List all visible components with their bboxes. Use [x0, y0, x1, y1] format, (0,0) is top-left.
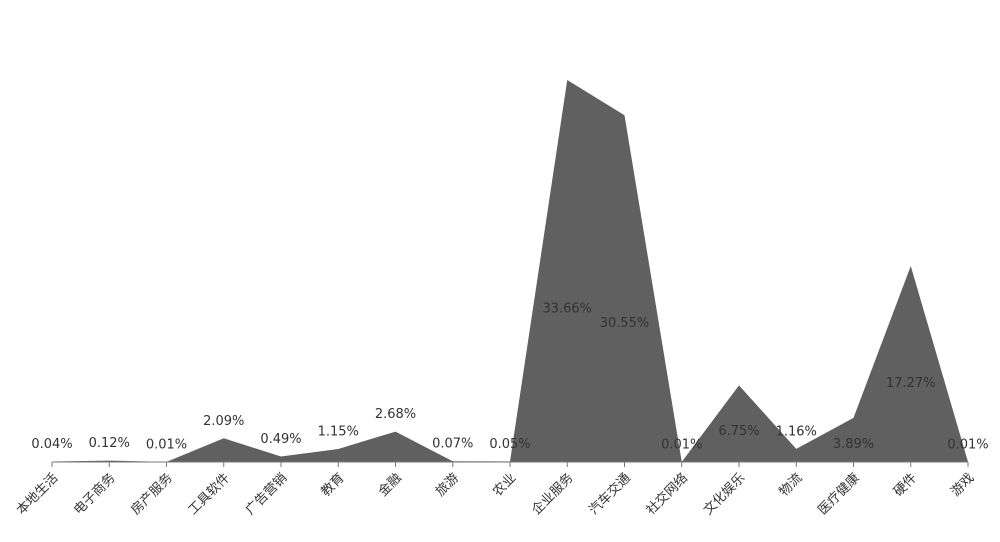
- x-tick-label: 硬件: [891, 471, 920, 500]
- x-tick-label: 房产服务: [128, 470, 176, 518]
- x-tick-label: 汽车交通: [586, 470, 634, 518]
- data-label: 0.07%: [432, 437, 473, 452]
- x-tick-label: 电子商务: [70, 470, 118, 518]
- x-tick-label: 物流: [777, 471, 806, 500]
- data-label: 0.04%: [31, 437, 72, 452]
- x-tick-label: 游戏: [948, 471, 977, 500]
- data-label: 0.12%: [89, 436, 130, 451]
- x-tick-label: 旅游: [433, 471, 462, 500]
- data-label: 30.55%: [600, 316, 650, 331]
- data-label: 0.05%: [489, 437, 530, 452]
- x-tick-label: 农业: [490, 471, 519, 500]
- x-tick-label: 金融: [375, 470, 405, 500]
- x-tick-label: 文化娱乐: [701, 471, 748, 518]
- x-tick-label: 社交网络: [643, 470, 691, 518]
- x-tick-label: 广告营销: [243, 471, 290, 518]
- data-label: 1.15%: [318, 424, 359, 439]
- data-label: 2.68%: [375, 407, 416, 422]
- data-label: 0.49%: [260, 432, 301, 447]
- x-tick-label: 工具软件: [186, 471, 233, 518]
- data-label: 2.09%: [203, 414, 244, 429]
- data-label: 0.01%: [947, 437, 988, 452]
- data-label: 1.16%: [776, 424, 817, 439]
- data-label: 6.75%: [718, 424, 759, 439]
- data-label: 3.89%: [833, 437, 874, 452]
- data-label: 33.66%: [542, 302, 592, 317]
- data-label: 0.01%: [146, 437, 187, 452]
- x-tick-label: 企业服务: [528, 470, 576, 518]
- x-tick-label: 教育: [318, 470, 348, 500]
- area: [52, 80, 968, 462]
- x-tick-label: 医疗健康: [815, 470, 863, 518]
- data-label: 0.01%: [661, 437, 702, 452]
- data-label: 17.27%: [886, 376, 936, 391]
- x-tick-label: 本地生活: [14, 471, 61, 518]
